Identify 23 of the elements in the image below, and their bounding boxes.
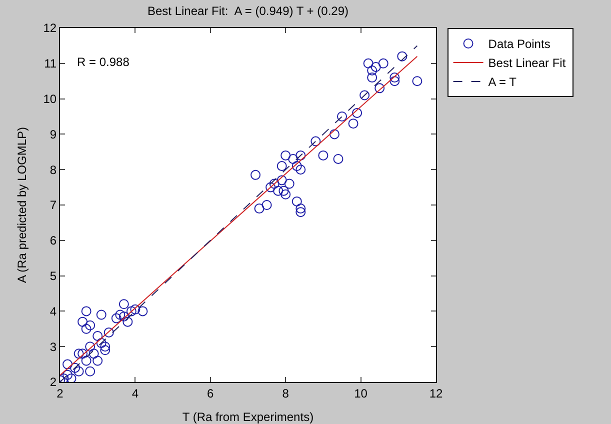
y-tick-label: 11 xyxy=(44,56,57,71)
y-tick-label: 5 xyxy=(50,269,57,283)
y-tick-label: 12 xyxy=(43,21,57,36)
x-axis-title: T (Ra from Experiments) xyxy=(182,410,314,424)
legend-label: Data Points xyxy=(488,37,550,52)
legend-label: Best Linear Fit xyxy=(488,56,566,70)
y-tick-label: 10 xyxy=(43,92,57,106)
y-tick-label: 7 xyxy=(50,198,57,212)
y-tick-label: 8 xyxy=(50,162,57,177)
x-tick-label: 6 xyxy=(207,386,214,400)
x-tick-label: 10 xyxy=(354,386,368,400)
x-tick-label: 12 xyxy=(429,386,443,400)
y-tick-label: 2 xyxy=(50,375,57,390)
y-tick-label: 6 xyxy=(50,234,57,248)
y-tick-label: 9 xyxy=(50,127,57,142)
x-tick-label: 4 xyxy=(132,386,139,400)
y-tick-label: 4 xyxy=(50,304,57,318)
y-tick-label: 3 xyxy=(50,340,57,354)
x-tick-label: 8 xyxy=(282,386,290,400)
y-axis-title: A (Ra predicted by LOGMLP) xyxy=(15,126,29,284)
annotation: R = 0.988 xyxy=(77,55,130,69)
legend-label: A = T xyxy=(488,75,518,90)
chart-title: Best Linear Fit: A = (0.949) T + (0.29) xyxy=(148,4,349,18)
